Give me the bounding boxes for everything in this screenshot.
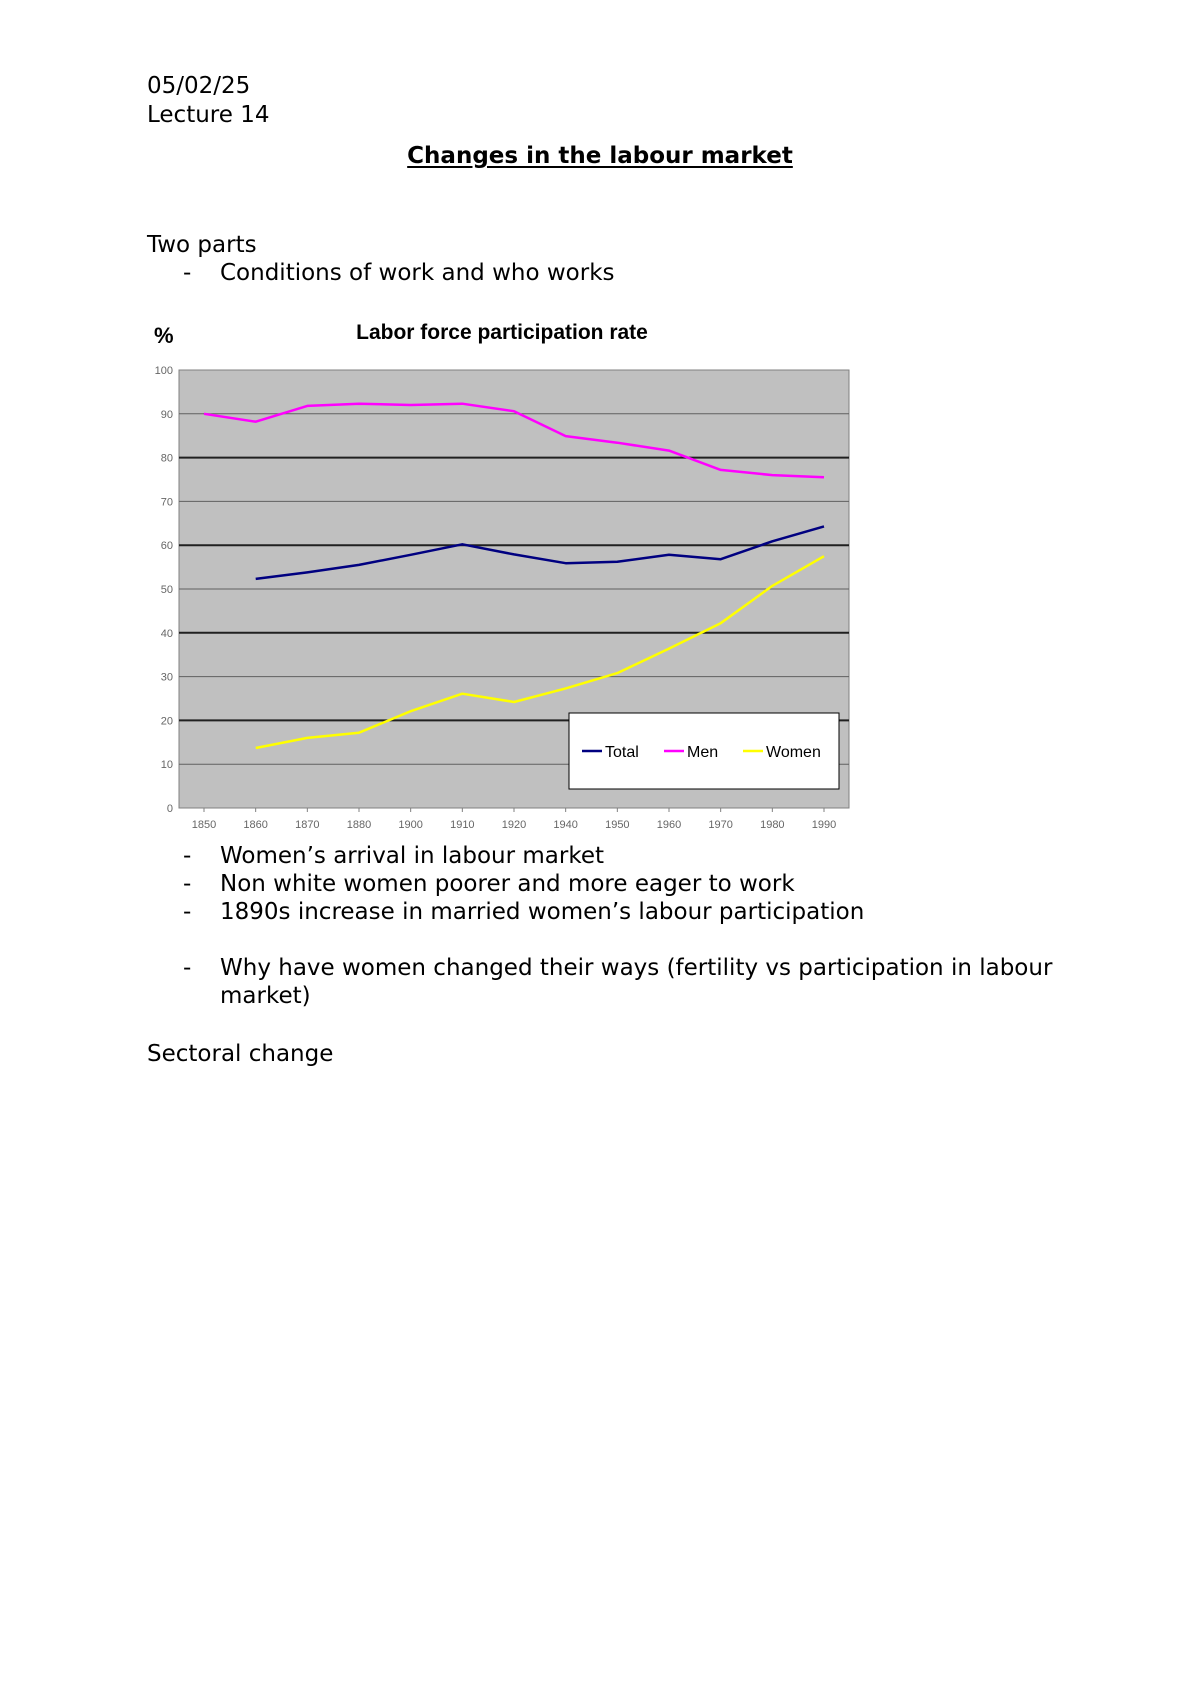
- x-tick-label: 1950: [605, 819, 629, 831]
- bullet-non-white-women: Non white women poorer and more eager to…: [220, 871, 795, 897]
- x-tick-label: 1860: [243, 819, 267, 831]
- lecture-number: Lecture 14: [147, 102, 270, 128]
- bullet-marker: -: [183, 843, 192, 869]
- section-heading: Sectoral change: [147, 1041, 334, 1067]
- y-tick-label: 60: [161, 540, 173, 552]
- y-tick-label: 50: [161, 584, 173, 596]
- x-tick-label: 1940: [553, 819, 577, 831]
- date: 05/02/25: [147, 73, 251, 99]
- y-tick-labels: 0 10 20 30 40 50 60 70 80 90 100: [155, 365, 173, 815]
- x-tick-label: 1880: [347, 819, 371, 831]
- y-tick-label: 20: [161, 715, 173, 727]
- bullet-why-women-changed: Why have women changed their ways (ferti…: [220, 955, 1053, 1009]
- legend-label-total: Total: [605, 744, 639, 761]
- y-tick-label: 30: [161, 672, 173, 684]
- page-title: Changes in the labour market: [407, 143, 793, 169]
- legend-label-men: Men: [687, 744, 718, 761]
- series-line-men: [203, 402, 825, 479]
- chart-title: Labor force participation rate: [356, 321, 648, 344]
- bullet-marker: -: [183, 260, 192, 286]
- y-tick-label: 70: [161, 496, 173, 508]
- legend-box: [568, 712, 840, 790]
- x-tick-label: 1990: [812, 819, 836, 831]
- y-tick-label: 40: [161, 628, 173, 640]
- y-tick-label: 90: [161, 409, 173, 421]
- bullet-1890s-increase: 1890s increase in married women’s labour…: [220, 899, 865, 925]
- x-tick-label: 1980: [760, 819, 784, 831]
- x-tick-label: 1920: [502, 819, 526, 831]
- participation-chart: Labor force participation rate % 0 10 20 30…: [154, 321, 850, 831]
- y-tick-label: 80: [161, 453, 173, 465]
- y-tick-label: 0: [167, 803, 173, 815]
- legend: Total Men Women: [568, 712, 840, 790]
- x-tick-label: 1850: [192, 819, 216, 831]
- series-lines: [203, 402, 825, 750]
- x-tick-label: 1910: [450, 819, 474, 831]
- bullet-marker: -: [183, 871, 192, 897]
- bullet-marker: -: [183, 899, 192, 925]
- x-tick-label: 1960: [657, 819, 681, 831]
- intro-bullet: Conditions of work and who works: [220, 260, 615, 286]
- x-tick-label: 1970: [708, 819, 732, 831]
- y-axis-label: %: [154, 323, 174, 348]
- y-tick-label: 10: [161, 759, 173, 771]
- x-tick-label: 1900: [398, 819, 422, 831]
- bullet-marker: -: [183, 955, 192, 981]
- intro-heading: Two parts: [147, 232, 257, 258]
- series-line-total: [255, 525, 825, 581]
- legend-label-women: Women: [766, 744, 821, 761]
- bullet-womens-arrival: Women’s arrival in labour market: [220, 843, 605, 869]
- y-tick-label: 100: [155, 365, 173, 377]
- x-tick-label: 1870: [295, 819, 319, 831]
- x-tick-labels: 1850 1860 1870 1880 1900 1910 1920 1940 1950 1960…: [192, 808, 836, 831]
- series-line-women: [255, 555, 825, 750]
